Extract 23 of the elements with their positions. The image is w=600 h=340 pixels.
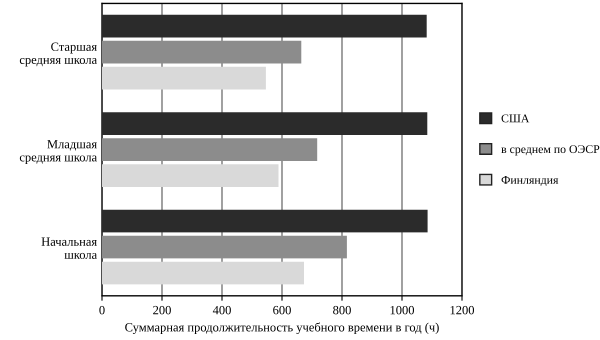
x-tick-label: 0 [99, 306, 105, 314]
bar [102, 210, 428, 232]
bar [102, 40, 302, 64]
bar [102, 66, 266, 90]
y-tick-label: Младшая средняя школа [20, 140, 97, 164]
x-tick-label: 1000 [390, 306, 414, 314]
legend-label: Финляндия [502, 176, 558, 186]
x-tick-label: 1200 [450, 306, 474, 314]
bar [102, 236, 347, 258]
legend-label: в среднем по ОЭСР [501, 145, 600, 156]
bar [102, 262, 304, 284]
legend-label: США [502, 114, 530, 122]
y-tick-label: Старшая средняя школа [20, 42, 97, 67]
bar [102, 112, 428, 135]
x-tick-label: 800 [333, 306, 351, 314]
bar [102, 164, 278, 187]
x-axis-title: Суммарная продолжительность учебного времени в год (ч) [125, 322, 439, 334]
bar [102, 14, 427, 38]
x-tick-label: 600 [273, 306, 291, 314]
bar [102, 138, 318, 161]
y-tick-label: Начальная школа [42, 238, 97, 259]
x-tick-label: 200 [153, 306, 171, 314]
x-tick-label: 400 [212, 306, 231, 314]
